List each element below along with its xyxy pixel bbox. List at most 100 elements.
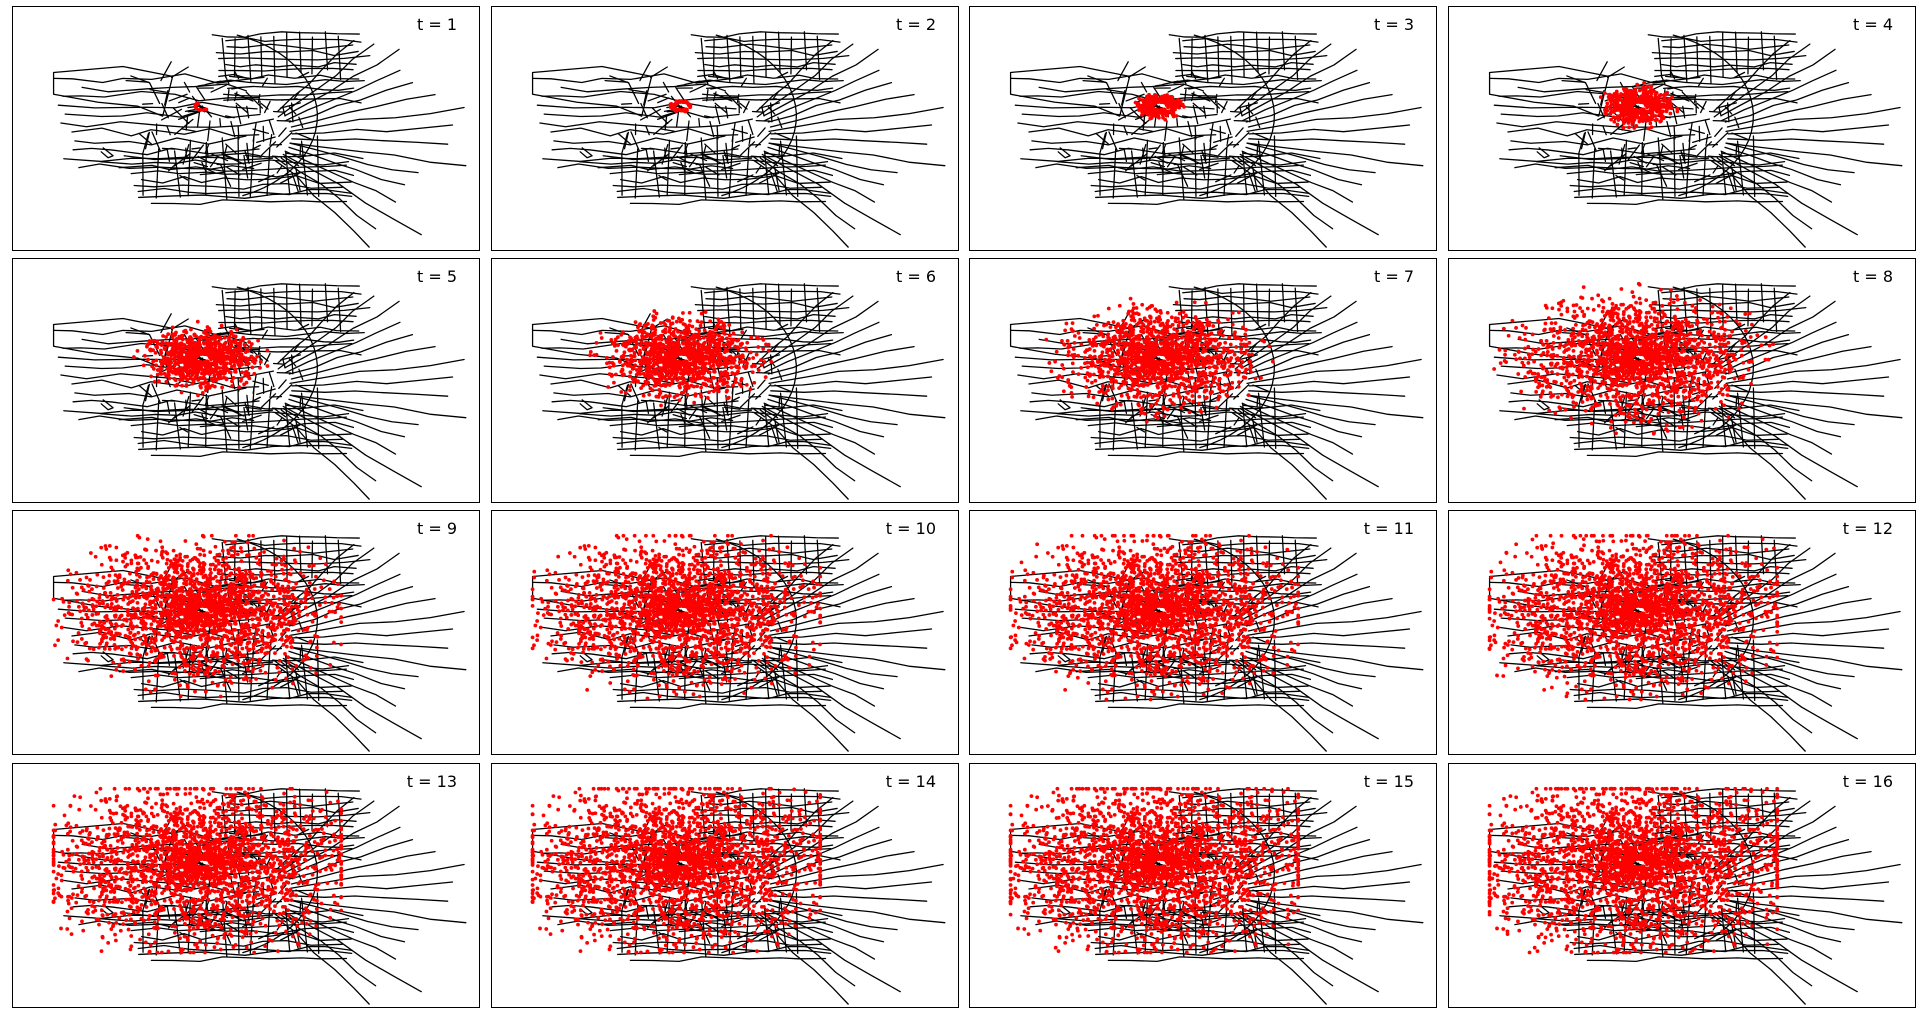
street-segment bbox=[215, 49, 359, 57]
spread-point bbox=[164, 379, 169, 384]
street-segment bbox=[1200, 154, 1206, 179]
street-segment bbox=[690, 283, 839, 290]
spread-point bbox=[1197, 356, 1202, 360]
street-segment bbox=[193, 413, 209, 420]
spread-point bbox=[645, 362, 650, 367]
spread-point bbox=[188, 335, 193, 340]
spread-point bbox=[702, 357, 707, 361]
street-segment bbox=[1177, 164, 1189, 187]
street-segment bbox=[1182, 289, 1319, 295]
spread-point bbox=[696, 344, 701, 349]
time-step-label: t = 3 bbox=[1374, 15, 1414, 34]
spread-point bbox=[1134, 370, 1138, 375]
spread-point bbox=[169, 349, 174, 354]
street-segment bbox=[777, 31, 781, 74]
spread-point bbox=[1621, 117, 1625, 122]
street-segment bbox=[1241, 48, 1357, 117]
spread-point bbox=[612, 380, 616, 385]
spread-point bbox=[1184, 370, 1189, 375]
street-segment bbox=[133, 183, 343, 190]
spread-point bbox=[1161, 111, 1165, 116]
spread-point bbox=[713, 358, 718, 363]
street-segment bbox=[1156, 423, 1182, 428]
street-segment bbox=[1724, 82, 1850, 123]
spread-point bbox=[722, 324, 727, 329]
street-segment bbox=[726, 34, 731, 83]
spread-point bbox=[214, 369, 218, 374]
street-segment bbox=[201, 413, 207, 425]
spread-point bbox=[1142, 100, 1147, 105]
spread-point bbox=[701, 381, 706, 386]
spread-point bbox=[1612, 119, 1617, 124]
street-segment bbox=[1182, 313, 1314, 320]
spread-point bbox=[748, 350, 753, 355]
street-segment bbox=[276, 417, 283, 426]
spread-point bbox=[685, 340, 690, 344]
spread-point bbox=[742, 360, 746, 364]
street-segment bbox=[652, 150, 660, 198]
street-segment bbox=[763, 150, 876, 203]
spread-point bbox=[681, 376, 686, 381]
street-segment bbox=[161, 102, 169, 119]
street-segment bbox=[643, 90, 648, 106]
spread-point bbox=[1122, 356, 1127, 361]
street-segment bbox=[57, 101, 258, 110]
street-segment bbox=[279, 102, 301, 109]
street-segment bbox=[1095, 132, 1109, 145]
street-segment bbox=[702, 397, 707, 411]
street-segment bbox=[795, 387, 799, 449]
spread-point bbox=[1130, 370, 1134, 375]
street-segment bbox=[1246, 394, 1376, 426]
street-segment bbox=[756, 43, 854, 118]
street-segment bbox=[81, 335, 247, 345]
street-segment bbox=[704, 313, 836, 320]
street-segment bbox=[672, 413, 688, 420]
spread-point bbox=[620, 367, 625, 372]
street-segment bbox=[260, 354, 269, 362]
spread-point bbox=[620, 342, 625, 347]
street-segment bbox=[52, 317, 174, 369]
street-segment bbox=[276, 165, 283, 174]
spread-point bbox=[695, 375, 700, 379]
spread-point bbox=[189, 327, 193, 332]
street-segment bbox=[1031, 135, 1204, 146]
spread-point bbox=[227, 336, 231, 341]
street-segment bbox=[736, 93, 740, 103]
street-segment bbox=[1561, 79, 1586, 83]
street-segment bbox=[768, 106, 944, 133]
spread-point bbox=[1621, 100, 1626, 105]
spread-point bbox=[709, 337, 714, 342]
spread-point bbox=[1140, 98, 1145, 102]
spread-point bbox=[1185, 348, 1190, 353]
spread-point bbox=[234, 349, 239, 354]
street-segment bbox=[289, 358, 465, 385]
street-segment bbox=[278, 379, 287, 389]
street-segment bbox=[647, 93, 667, 102]
street-segment bbox=[662, 81, 670, 93]
street-segment bbox=[182, 396, 190, 417]
street-segment bbox=[252, 122, 257, 142]
street-segment bbox=[1117, 108, 1140, 121]
street-segment bbox=[1713, 43, 1811, 118]
street-segment bbox=[1158, 161, 1164, 173]
street-segment bbox=[753, 156, 766, 166]
spread-point bbox=[682, 348, 687, 353]
street-segment bbox=[1566, 75, 1587, 84]
street-segment bbox=[173, 405, 191, 419]
spread-point bbox=[618, 360, 622, 364]
spread-point bbox=[1659, 105, 1664, 109]
spread-point bbox=[1163, 381, 1167, 386]
spread-point bbox=[699, 394, 704, 399]
spread-points bbox=[193, 101, 209, 112]
street-segment bbox=[1123, 148, 1128, 162]
street-segment bbox=[1080, 152, 1321, 161]
street-segment bbox=[706, 85, 834, 91]
street-segment bbox=[1108, 131, 1118, 152]
spread-point bbox=[214, 352, 219, 356]
spread-point bbox=[713, 349, 718, 354]
spread-point bbox=[1171, 111, 1176, 116]
street-segment bbox=[680, 413, 686, 425]
street-segment bbox=[612, 435, 822, 442]
spread-point bbox=[629, 336, 633, 341]
spread-point bbox=[1150, 375, 1155, 380]
